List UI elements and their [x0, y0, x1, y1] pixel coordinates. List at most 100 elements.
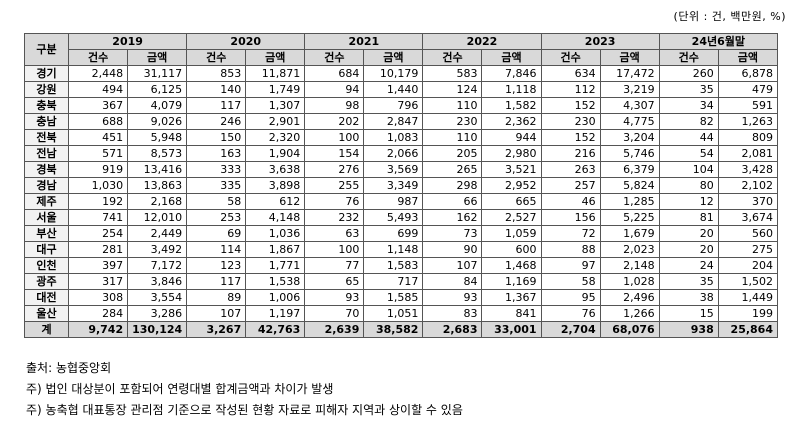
count-cell: 65 — [304, 273, 365, 290]
amount-cell: 1,449 — [717, 289, 779, 306]
amount-cell: 2,901 — [245, 113, 306, 130]
count-cell: 110 — [422, 97, 483, 114]
amount-cell: 38,582 — [363, 321, 424, 338]
count-cell: 162 — [422, 209, 483, 226]
amount-cell: 7,172 — [127, 257, 188, 274]
count-header: 건수 — [68, 49, 129, 66]
table-row: 강원 494 6,125 140 1,749 94 1,440 124 1,118 112 3,21… — [23, 81, 779, 98]
metric-header-row: 건수 금액 건수 금액 건수 금액 건수 금액 건수 금액 건수 금액 — [25, 49, 779, 66]
count-cell: 38 — [658, 289, 719, 306]
count-cell: 276 — [304, 161, 365, 178]
count-cell: 919 — [68, 161, 129, 178]
amount-cell: 9,026 — [127, 113, 188, 130]
count-cell: 63 — [304, 225, 365, 242]
count-cell: 24 — [658, 257, 719, 274]
amount-cell: 6,125 — [127, 81, 188, 98]
unit-note: (단위 : 건, 백만원, %) — [673, 10, 786, 23]
amount-cell: 1,083 — [363, 129, 424, 146]
amount-cell: 1,006 — [245, 289, 306, 306]
count-cell: 110 — [422, 129, 483, 146]
count-cell: 35 — [658, 273, 719, 290]
amount-cell: 841 — [481, 305, 542, 322]
amount-cell: 809 — [717, 129, 779, 146]
count-cell: 54 — [658, 145, 719, 162]
count-cell: 281 — [68, 241, 129, 258]
count-cell: 232 — [304, 209, 365, 226]
count-cell: 2,448 — [68, 65, 129, 82]
amount-cell: 1,538 — [245, 273, 306, 290]
amount-cell: 1,904 — [245, 145, 306, 162]
amount-cell: 1,583 — [363, 257, 424, 274]
amount-cell: 3,569 — [363, 161, 424, 178]
region-cell: 경북 — [23, 161, 70, 178]
amount-cell: 25,864 — [717, 321, 779, 338]
count-cell: 2,683 — [422, 321, 483, 338]
table-row: 대구 281 3,492 114 1,867 100 1,148 90 600 88 2,023 20… — [23, 241, 779, 258]
count-cell: 688 — [68, 113, 129, 130]
count-cell: 123 — [186, 257, 247, 274]
count-cell: 263 — [540, 161, 601, 178]
year-header: 2022 — [422, 33, 542, 50]
table-row: 서울 741 12,010 253 4,148 232 5,493 162 2,527 156 5,… — [23, 209, 779, 226]
count-cell: 260 — [658, 65, 719, 82]
amount-cell: 2,168 — [127, 193, 188, 210]
count-cell: 58 — [540, 273, 601, 290]
count-cell: 124 — [422, 81, 483, 98]
region-cell: 서울 — [23, 209, 70, 226]
amount-cell: 42,763 — [245, 321, 306, 338]
count-cell: 571 — [68, 145, 129, 162]
amount-cell: 2,527 — [481, 209, 542, 226]
amount-cell: 2,148 — [599, 257, 660, 274]
amount-cell: 479 — [717, 81, 779, 98]
region-cell: 대구 — [23, 241, 70, 258]
amount-cell: 2,847 — [363, 113, 424, 130]
count-header: 건수 — [186, 49, 247, 66]
count-cell: 284 — [68, 305, 129, 322]
count-cell: 66 — [422, 193, 483, 210]
count-cell: 156 — [540, 209, 601, 226]
count-cell: 34 — [658, 97, 719, 114]
amount-cell: 5,225 — [599, 209, 660, 226]
amount-cell: 1,679 — [599, 225, 660, 242]
amount-cell: 1,867 — [245, 241, 306, 258]
count-cell: 20 — [658, 225, 719, 242]
amount-cell: 4,079 — [127, 97, 188, 114]
amount-cell: 1,169 — [481, 273, 542, 290]
count-cell: 88 — [540, 241, 601, 258]
region-cell: 충남 — [23, 113, 70, 130]
count-cell: 104 — [658, 161, 719, 178]
region-cell: 전남 — [23, 145, 70, 162]
amount-cell: 13,416 — [127, 161, 188, 178]
count-cell: 684 — [304, 65, 365, 82]
amount-cell: 944 — [481, 129, 542, 146]
count-cell: 94 — [304, 81, 365, 98]
amount-cell: 665 — [481, 193, 542, 210]
region-cell: 대전 — [23, 289, 70, 306]
total-row: 계 9,742 130,124 3,267 42,763 2,639 38,582 2,683… — [23, 321, 779, 338]
amount-cell: 1,468 — [481, 257, 542, 274]
count-cell: 81 — [658, 209, 719, 226]
count-cell: 112 — [540, 81, 601, 98]
amount-cell: 3,674 — [717, 209, 779, 226]
count-cell: 853 — [186, 65, 247, 82]
amount-cell: 2,066 — [363, 145, 424, 162]
count-cell: 76 — [304, 193, 365, 210]
amount-cell: 1,266 — [599, 305, 660, 322]
table-row: 제주 192 2,168 58 612 76 987 66 665 46 1,285 12 370 — [23, 193, 779, 210]
region-cell: 계 — [23, 321, 70, 338]
count-cell: 83 — [422, 305, 483, 322]
amount-cell: 560 — [717, 225, 779, 242]
amount-cell: 2,496 — [599, 289, 660, 306]
count-cell: 82 — [658, 113, 719, 130]
amount-cell: 8,573 — [127, 145, 188, 162]
amount-cell: 2,102 — [717, 177, 779, 194]
amount-cell: 3,204 — [599, 129, 660, 146]
count-cell: 12 — [658, 193, 719, 210]
amount-cell: 3,428 — [717, 161, 779, 178]
count-cell: 333 — [186, 161, 247, 178]
year-header: 2023 — [540, 33, 660, 50]
count-cell: 9,742 — [68, 321, 129, 338]
count-cell: 20 — [658, 241, 719, 258]
count-cell: 202 — [304, 113, 365, 130]
count-cell: 1,030 — [68, 177, 129, 194]
